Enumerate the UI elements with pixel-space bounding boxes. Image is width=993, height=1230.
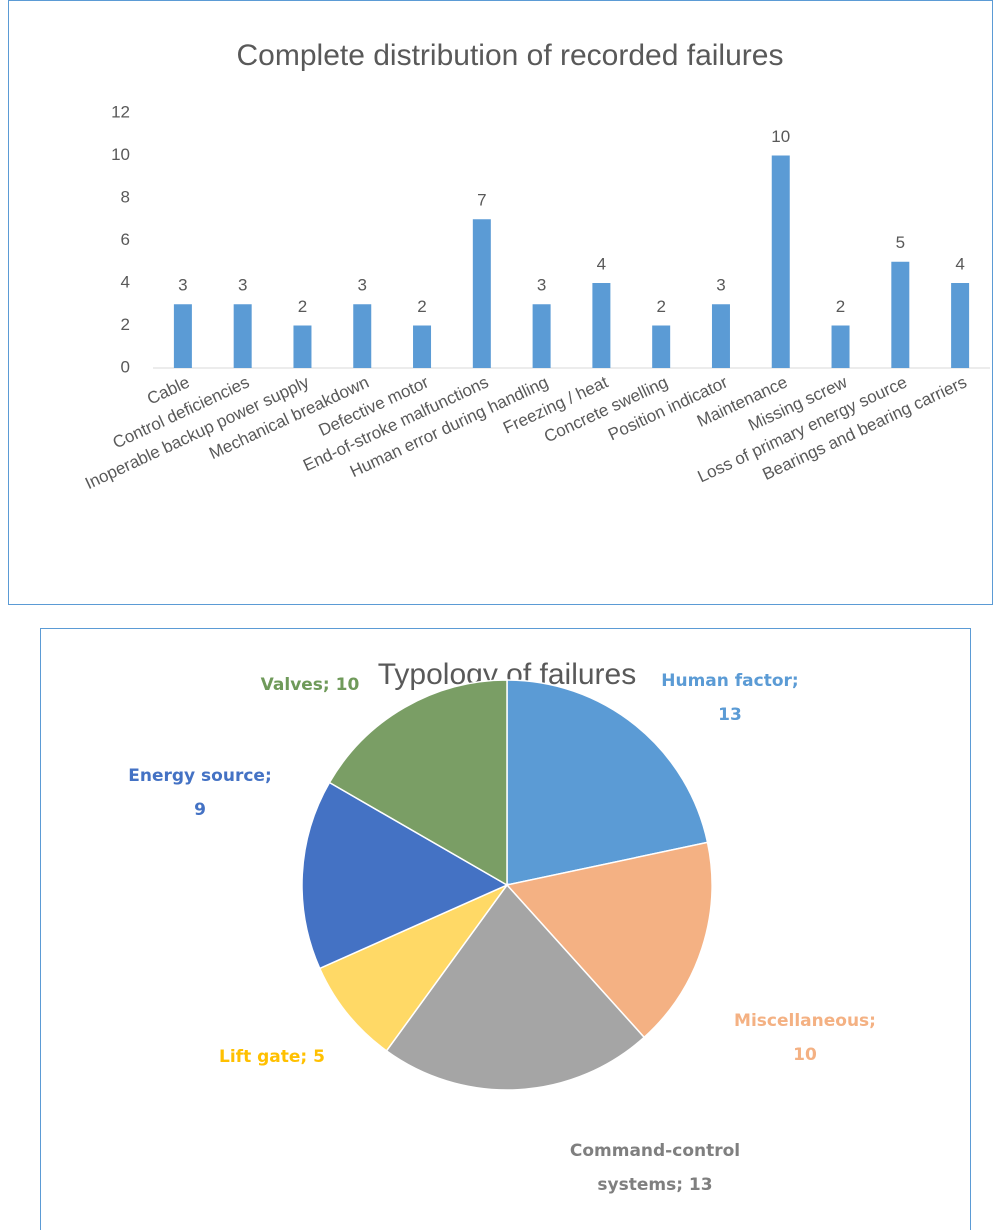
y-tick-label: 12 — [111, 102, 130, 121]
data-label: 3 — [358, 276, 367, 295]
data-label: 2 — [298, 297, 307, 316]
bar — [413, 325, 432, 368]
data-label: 13 — [718, 705, 742, 725]
data-label: 10 — [793, 1045, 817, 1065]
bar — [711, 304, 730, 368]
data-label: 4 — [597, 254, 606, 273]
y-tick-label: 6 — [121, 230, 130, 249]
chart-title: Complete distribution of recorded failur… — [237, 39, 784, 72]
pie-slice — [506, 679, 709, 886]
data-label: Valves; 10 — [261, 675, 360, 695]
bar — [173, 304, 192, 368]
data-label: 5 — [896, 233, 905, 252]
y-tick-label: 10 — [111, 145, 130, 164]
bar — [233, 304, 252, 368]
data-label: 3 — [238, 276, 247, 295]
data-label: Command-control — [570, 1141, 740, 1161]
data-label: 2 — [417, 297, 426, 316]
bar — [592, 283, 611, 368]
y-tick-label: 2 — [121, 315, 130, 334]
pie-chart: Typology of failures Human factor;13Misc… — [40, 628, 971, 1230]
bar — [293, 325, 312, 368]
data-label: 9 — [194, 800, 206, 820]
data-label: 3 — [716, 276, 725, 295]
data-label: Human factor; — [661, 671, 798, 691]
pie-slice — [318, 883, 510, 1052]
data-label: Lift gate; 5 — [219, 1047, 325, 1067]
bar — [891, 261, 910, 368]
bar — [353, 304, 372, 368]
data-label: 7 — [477, 191, 486, 210]
data-label: 2 — [836, 297, 845, 316]
chart-border — [8, 0, 993, 605]
bar — [532, 304, 551, 368]
data-label: Miscellaneous; — [734, 1011, 876, 1031]
y-tick-label: 0 — [121, 357, 130, 376]
bar — [771, 155, 790, 368]
pie-slice — [328, 679, 508, 887]
data-label: systems; 13 — [597, 1175, 712, 1195]
pie-slice — [385, 883, 646, 1091]
y-tick-label: 8 — [121, 187, 130, 206]
y-tick-label: 4 — [121, 272, 130, 291]
bar-chart: Complete distribution of recorded failur… — [8, 0, 993, 605]
bar — [652, 325, 671, 368]
data-label: 2 — [656, 297, 665, 316]
bar — [831, 325, 850, 368]
data-label: 3 — [178, 276, 187, 295]
bar — [951, 283, 970, 368]
data-label: Energy source; — [128, 766, 272, 786]
pie-slice — [505, 841, 713, 1039]
data-label: 3 — [537, 276, 546, 295]
bar — [472, 219, 491, 368]
data-label: 10 — [771, 127, 790, 146]
pie-slice — [301, 781, 509, 970]
data-label: 4 — [955, 254, 964, 273]
